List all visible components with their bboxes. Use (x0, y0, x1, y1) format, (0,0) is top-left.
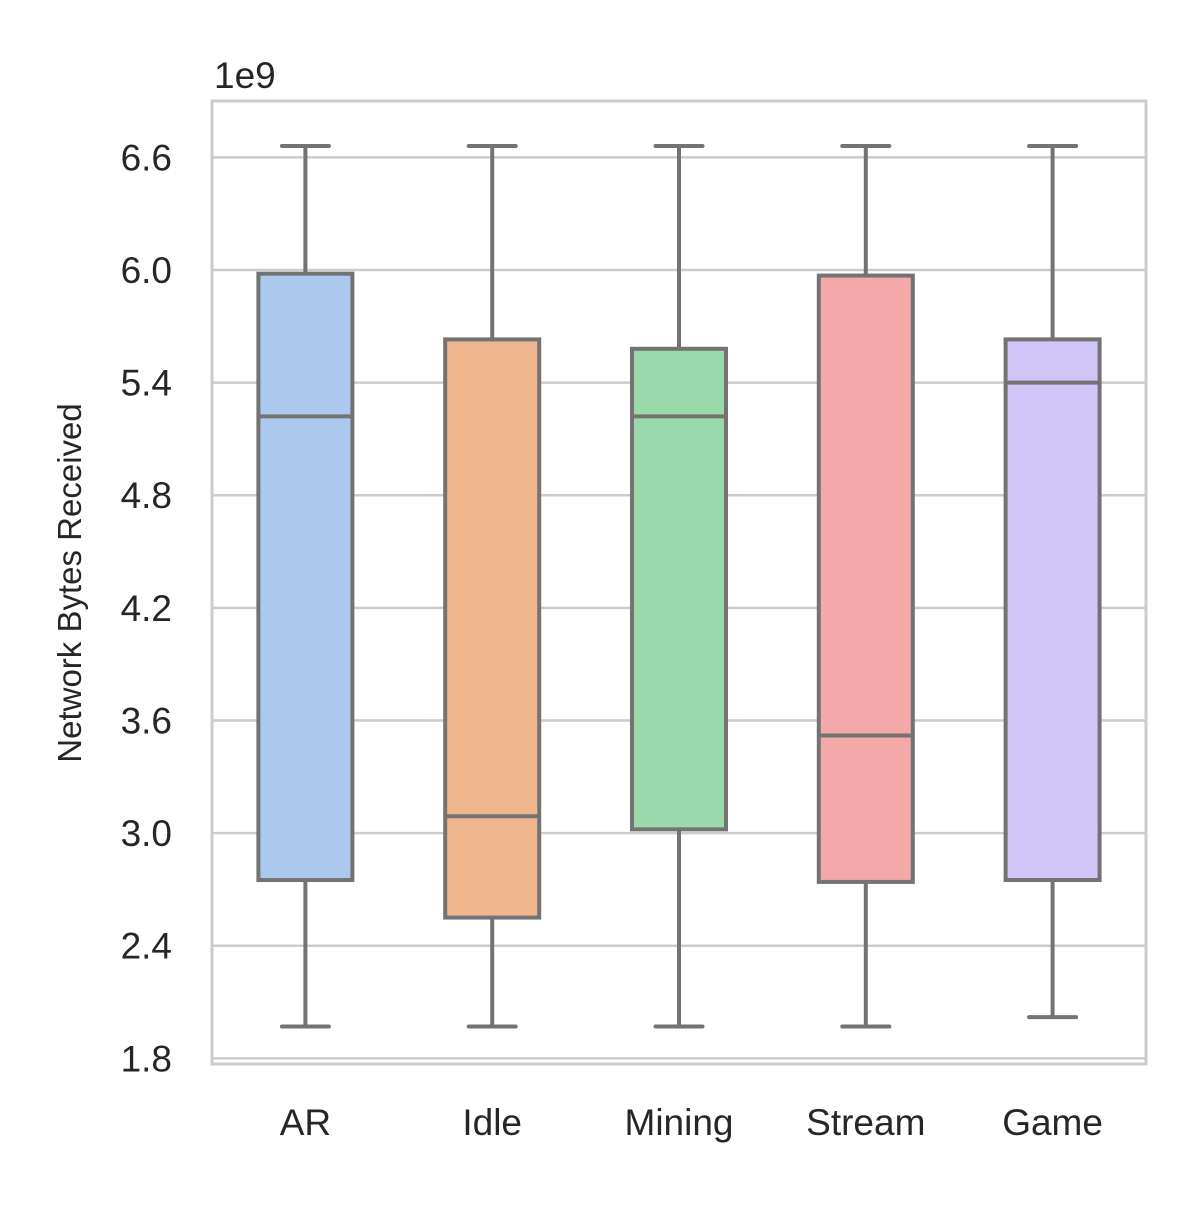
y-tick-labels: 1.8 2.4 3.0 3.6 4.2 4.8 5.4 6.0 6.6 (121, 137, 172, 1079)
y-tick-label: 1.8 (121, 1038, 172, 1079)
y-tick-label: 5.4 (121, 363, 172, 404)
y-tick-label: 2.4 (121, 926, 172, 967)
plot-frame (210, 99, 1148, 1066)
x-tick-label: Stream (806, 1102, 925, 1143)
y-tick-label: 4.8 (121, 475, 172, 516)
box-mining (630, 144, 728, 1029)
box-idle (443, 144, 542, 1029)
x-tick-labels: AR Idle Mining Stream Game (280, 1102, 1103, 1143)
box-iqr (256, 271, 355, 883)
box-iqr (630, 346, 728, 832)
y-tick-label: 3.0 (121, 813, 172, 854)
y-tick-label: 6.6 (121, 137, 172, 178)
box-game (1003, 144, 1102, 1020)
box-iqr (443, 337, 542, 920)
box-ar (256, 144, 355, 1029)
box-iqr (816, 273, 915, 884)
y-tick-label: 4.2 (121, 588, 172, 629)
y-axis-title: Network Bytes Received (51, 403, 88, 762)
box-layer (256, 144, 1102, 1029)
y-tick-label: 3.6 (121, 700, 172, 741)
x-tick-label: Idle (462, 1102, 522, 1143)
y-tick-label: 6.0 (121, 250, 172, 291)
box-stream (816, 144, 915, 1029)
x-tick-label: Game (1002, 1102, 1103, 1143)
y-offset-label: 1e9 (214, 55, 276, 96)
x-tick-label: AR (280, 1102, 331, 1143)
box-iqr (1003, 337, 1102, 883)
x-tick-label: Mining (625, 1102, 734, 1143)
